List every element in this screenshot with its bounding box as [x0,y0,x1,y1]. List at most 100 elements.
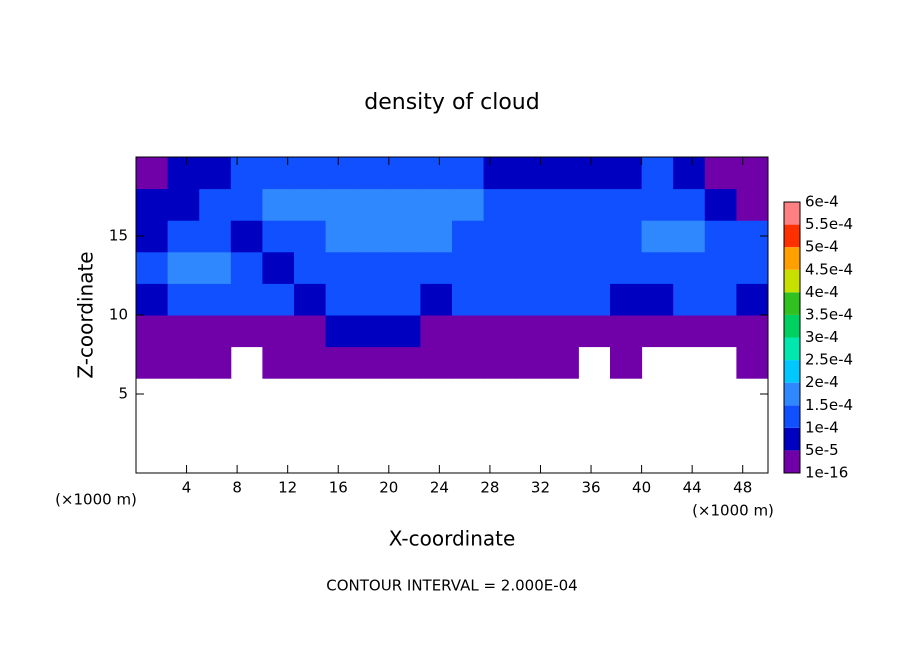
x-tick-label: 44 [683,479,702,497]
colorbar-label: 1.5e-4 [805,396,853,414]
contour-cell [136,315,169,348]
contour-cell [483,188,516,221]
contour-cell [199,251,232,284]
contour-cell [357,315,390,348]
contour-cell [641,251,674,284]
contour-cell [357,251,390,284]
contour-cell [199,315,232,348]
colorbar-label: 3e-4 [805,328,839,346]
contour-cell [704,283,737,316]
contour-cell [199,220,232,253]
contour-cell [294,346,327,379]
contour-cell [136,251,169,284]
contour-cell [388,251,421,284]
contour-cell [262,346,295,379]
contour-cell [325,188,358,221]
contour-cell [136,346,169,379]
x-tick-label: 16 [329,479,348,497]
contour-cell [325,346,358,379]
contour-cell [704,251,737,284]
contour-cell [262,315,295,348]
contour-cell [736,283,769,316]
x-tick-label: 8 [232,479,242,497]
contour-cell [515,220,548,253]
colorbar-label: 5e-4 [805,238,839,256]
contour-cell [515,251,548,284]
contour-cell [167,283,200,316]
colorbar-label: 5.5e-4 [805,215,853,233]
contour-cell [294,283,327,316]
contour-cell [546,220,579,253]
contour-cell [388,157,421,190]
colorbar-band [784,427,800,451]
contour-cell [483,283,516,316]
contour-cell [610,251,643,284]
contour-cell [641,188,674,221]
contour-cell [325,315,358,348]
contour-cell [199,157,232,190]
contour-cell [704,315,737,348]
contour-cell [294,251,327,284]
contour-cell [452,251,485,284]
contour-cell [294,188,327,221]
contour-cell [167,188,200,221]
contour-cell [262,157,295,190]
x-tick-label: 36 [581,479,600,497]
contour-cell [515,188,548,221]
contour-cell [199,188,232,221]
contour-cell [388,315,421,348]
colorbar-band [784,382,800,406]
contour-cell [325,157,358,190]
contour-cell [420,157,453,190]
contour-cell [199,283,232,316]
contour-cell [673,220,706,253]
contour-cell [515,283,548,316]
x-tick-label: 48 [733,479,752,497]
x-tick-label: 32 [531,479,550,497]
contour-cell [641,315,674,348]
contour-cell [294,315,327,348]
contour-cell [388,346,421,379]
contour-cell [578,283,611,316]
colorbar-frame [783,201,801,474]
contour-cell [420,283,453,316]
colorbar-band [784,202,800,225]
colorbar-band [784,224,800,248]
contour-cell [325,220,358,253]
contour-cell [546,315,579,348]
contour-cell [704,220,737,253]
contour-cell [388,283,421,316]
contour-cell [483,346,516,379]
contour-cell [262,188,295,221]
contour-cell [736,251,769,284]
x-axis-label: X-coordinate [389,527,516,551]
y-tick-label: 10 [109,306,128,324]
colorbar-label: 6e-4 [805,193,839,211]
colorbar-band [784,247,800,270]
contour-cell [452,346,485,379]
colorbar-label: 2e-4 [805,373,839,391]
contour-cell [546,251,579,284]
annotation: CONTOUR INTERVAL = 2.000E-04 [326,577,577,595]
contour-cell [546,283,579,316]
contour-cell [673,157,706,190]
contour-cell [199,346,232,379]
contour-cell [357,283,390,316]
contour-cell [578,251,611,284]
colorbar-band [784,314,800,338]
x-tick-label: 40 [632,479,651,497]
x-unit: (×1000 m) [692,502,774,520]
contour-cell [610,346,643,379]
x-tick-label: 12 [278,479,297,497]
contour-cell [515,157,548,190]
contour-cell [483,251,516,284]
contour-cell [420,188,453,221]
contour-cell [420,251,453,284]
contour-cell [673,251,706,284]
contour-cell [578,188,611,221]
colorbar-label: 3.5e-4 [805,305,853,323]
contour-cell [420,220,453,253]
contour-cell [483,157,516,190]
colorbar-label: 4e-4 [805,283,839,301]
contour-cell [325,251,358,284]
